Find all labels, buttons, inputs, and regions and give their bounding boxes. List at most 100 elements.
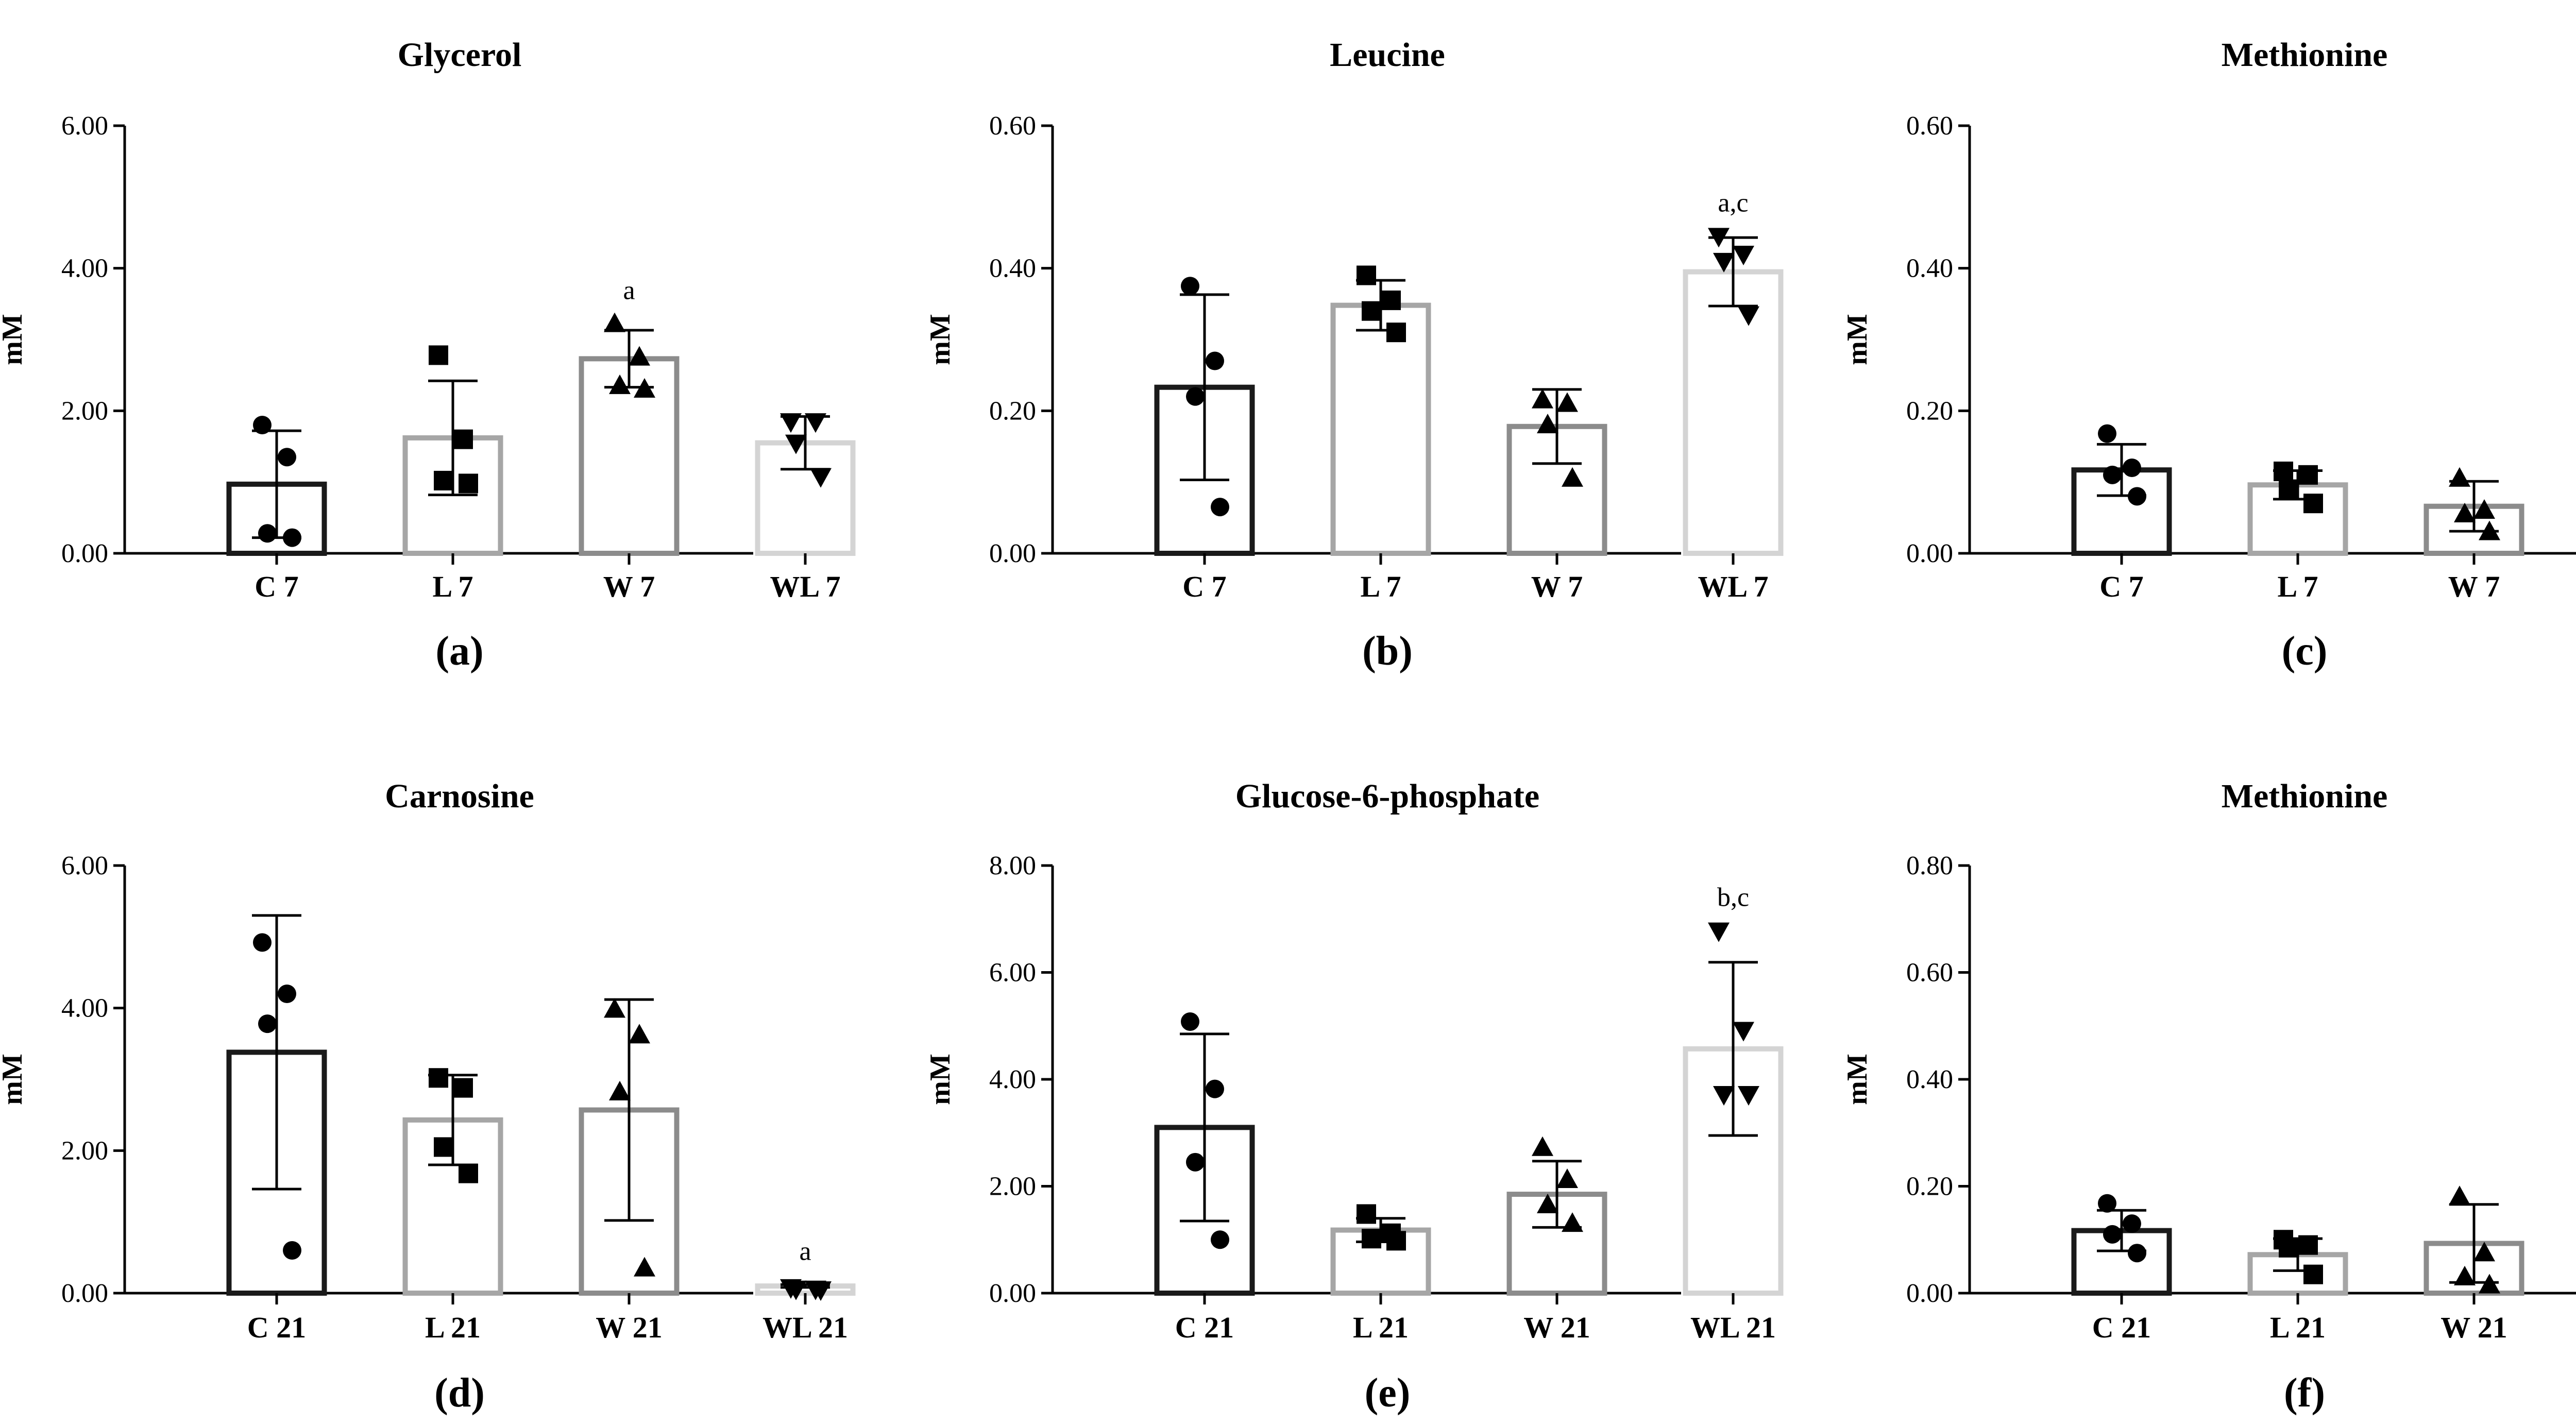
data-point bbox=[2449, 467, 2470, 487]
x-category-label: W 7 bbox=[2448, 570, 2500, 603]
panel-label: (e) bbox=[1365, 1370, 1411, 1416]
y-tick-label: 2.00 bbox=[61, 396, 108, 426]
data-point bbox=[258, 1014, 277, 1033]
significance-annotation: a bbox=[799, 1236, 811, 1266]
x-category-label: C 21 bbox=[247, 1311, 306, 1344]
y-tick-label: 4.00 bbox=[989, 1065, 1036, 1094]
data-point bbox=[459, 1163, 478, 1183]
data-point bbox=[283, 1241, 301, 1260]
chart-title: Glycerol bbox=[398, 36, 522, 74]
data-point bbox=[2098, 1194, 2116, 1213]
y-tick-label: 0.00 bbox=[989, 539, 1036, 568]
data-point bbox=[2303, 494, 2323, 514]
data-point bbox=[1362, 301, 1381, 321]
data-point bbox=[2479, 520, 2500, 540]
data-point bbox=[1186, 1152, 1205, 1172]
data-point bbox=[1206, 1079, 1224, 1098]
data-point bbox=[2274, 461, 2293, 481]
data-point bbox=[629, 346, 650, 366]
data-point bbox=[810, 1281, 832, 1301]
data-point bbox=[2303, 1264, 2323, 1284]
x-category-label: WL 21 bbox=[1690, 1311, 1776, 1344]
significance-annotation: a,c bbox=[1718, 188, 1748, 217]
data-point bbox=[1562, 1212, 1583, 1232]
data-point bbox=[434, 470, 453, 490]
data-point bbox=[2298, 1235, 2318, 1255]
data-point bbox=[2454, 1265, 2476, 1285]
chart-panel-0: Glycerol 0.00 2.00 4.00 6.00 mM C 7 L 7 W 7 WL 7 a… bbox=[0, 36, 856, 674]
x-category-label: C 21 bbox=[2092, 1311, 2151, 1344]
panel-label: (d) bbox=[434, 1370, 485, 1416]
y-axis-label: mM bbox=[924, 1054, 956, 1105]
x-category-label: L 7 bbox=[1361, 570, 1401, 603]
y-tick-label: 0.00 bbox=[1906, 1279, 1953, 1308]
chart-title: Leucine bbox=[1330, 36, 1445, 74]
data-point bbox=[2123, 459, 2141, 477]
chart-title: Glucose-6-phosphate bbox=[1235, 777, 1539, 815]
chart-panel-1: Leucine 0.00 0.20 0.40 0.60 mM C 7 L 7 W 7 WL 7 a,… bbox=[924, 36, 1784, 674]
data-point bbox=[810, 468, 832, 488]
significance-annotation: a bbox=[623, 276, 635, 306]
y-tick-label: 0.40 bbox=[1906, 254, 1953, 283]
data-point bbox=[2128, 1244, 2146, 1263]
y-tick-label: 0.20 bbox=[1906, 396, 1953, 426]
data-point bbox=[453, 429, 473, 449]
y-tick-label: 0.60 bbox=[989, 111, 1036, 141]
y-axis-label: mM bbox=[1841, 1054, 1873, 1105]
data-point bbox=[283, 528, 301, 547]
data-point bbox=[805, 413, 826, 433]
y-axis-label: mM bbox=[0, 1054, 28, 1105]
y-tick-label: 4.00 bbox=[61, 994, 108, 1023]
chart-title: Carnosine bbox=[385, 777, 534, 815]
data-point bbox=[2454, 502, 2476, 522]
chart-title: Methionine bbox=[2222, 777, 2388, 815]
data-point bbox=[609, 374, 631, 394]
x-category-label: W 21 bbox=[596, 1311, 662, 1344]
data-point bbox=[1708, 922, 1730, 942]
x-category-label: W 21 bbox=[2441, 1311, 2507, 1344]
data-point bbox=[1211, 498, 1229, 517]
data-point bbox=[1733, 246, 1754, 265]
data-point bbox=[2473, 1242, 2495, 1262]
significance-annotation: b,c bbox=[1717, 883, 1749, 912]
data-point bbox=[629, 1024, 650, 1044]
data-point bbox=[2479, 1274, 2500, 1294]
data-point bbox=[1181, 1012, 1199, 1031]
data-point bbox=[434, 1137, 453, 1157]
y-tick-label: 0.60 bbox=[1906, 958, 1953, 988]
data-point bbox=[2449, 1185, 2470, 1206]
x-category-label: W 7 bbox=[1531, 570, 1583, 603]
data-point bbox=[1186, 387, 1205, 406]
panel-label: (c) bbox=[2282, 629, 2328, 674]
y-tick-label: 0.40 bbox=[989, 254, 1036, 283]
y-tick-label: 0.20 bbox=[989, 396, 1036, 426]
data-point bbox=[1556, 1168, 1578, 1189]
data-point bbox=[785, 434, 807, 454]
data-point bbox=[634, 1257, 655, 1277]
data-point bbox=[2098, 424, 2116, 443]
x-category-label: L 21 bbox=[1353, 1311, 1409, 1344]
data-point bbox=[1713, 1086, 1735, 1106]
data-point bbox=[1556, 392, 1578, 412]
panel-label: (a) bbox=[435, 629, 483, 674]
y-tick-label: 2.00 bbox=[989, 1172, 1036, 1201]
y-tick-label: 6.00 bbox=[989, 958, 1036, 988]
chart-title: Methionine bbox=[2222, 36, 2388, 74]
data-point bbox=[2103, 1225, 2122, 1244]
data-point bbox=[1357, 1204, 1376, 1224]
data-point bbox=[1211, 1230, 1229, 1249]
x-category-label: WL 7 bbox=[770, 570, 841, 603]
data-point bbox=[1537, 1193, 1558, 1213]
y-tick-label: 0.00 bbox=[1906, 539, 1953, 568]
x-category-label: L 7 bbox=[433, 570, 473, 603]
y-tick-label: 0.80 bbox=[1906, 851, 1953, 880]
data-point bbox=[278, 448, 296, 467]
data-point bbox=[1562, 467, 1583, 487]
data-point bbox=[1532, 1136, 1553, 1156]
chart-panel-5: Methionine 0.00 0.20 0.40 0.60 0.80 mM C 21 L 21… bbox=[1841, 777, 2576, 1416]
data-point bbox=[2473, 499, 2495, 519]
x-category-label: WL 21 bbox=[762, 1311, 848, 1344]
data-point bbox=[1362, 1229, 1381, 1249]
